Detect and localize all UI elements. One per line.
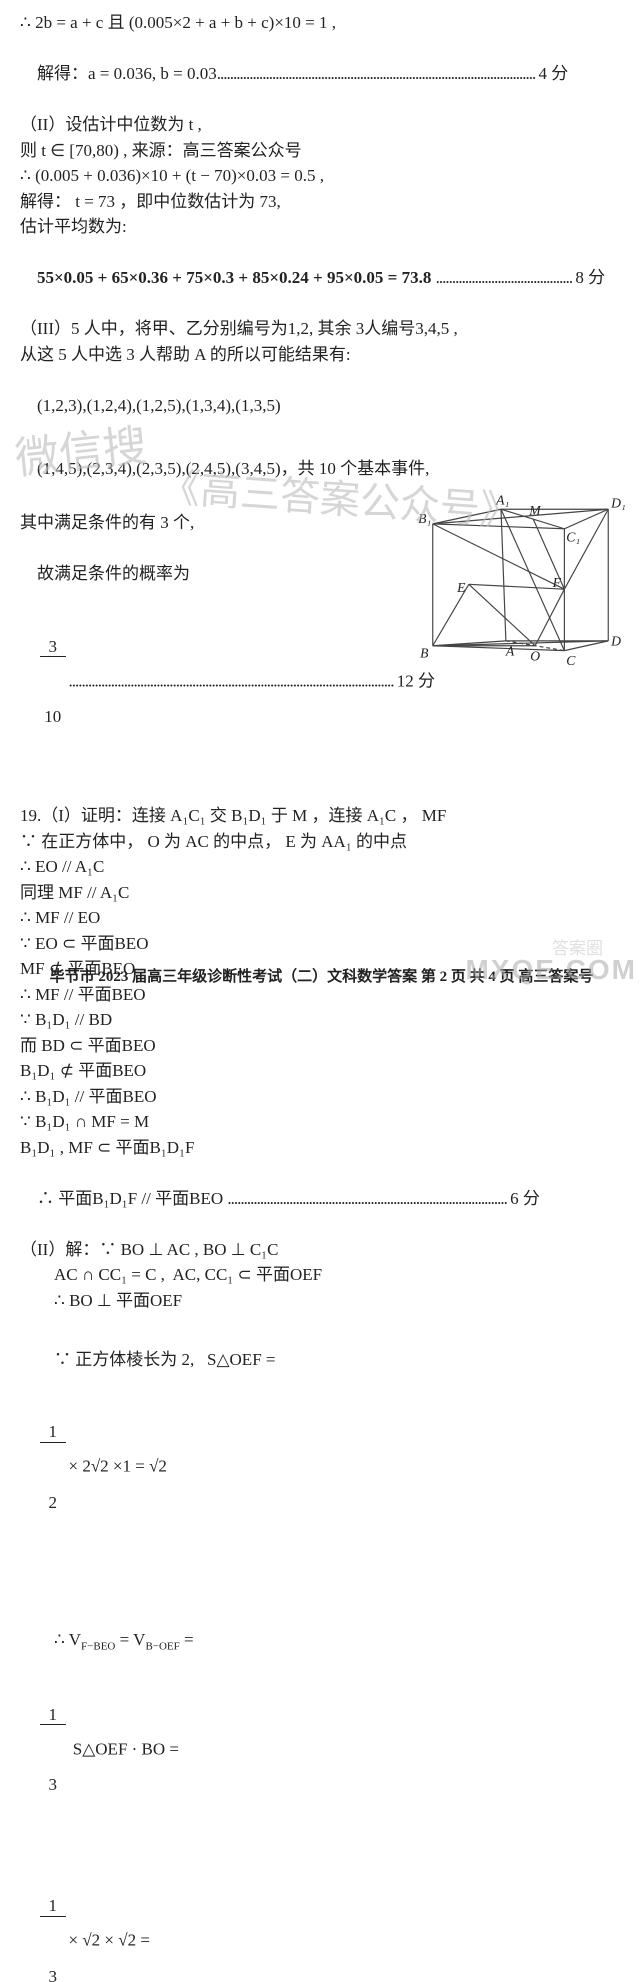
t: (1,2,3),(1,2,4),(1,2,5),(1,3,4),(1,3,5) bbox=[37, 396, 281, 415]
sub: F−BEO bbox=[81, 1640, 115, 1652]
line-23: ∵ B₁D₁ // BD bbox=[20, 1007, 623, 1033]
line-27: ∵ B₁D₁ ∩ MF = M bbox=[20, 1109, 623, 1135]
fraction: 1 2 bbox=[40, 1372, 66, 1563]
num: 3 bbox=[40, 638, 66, 658]
line-33: ∵ 正方体棱长为 2, S△OEF = 1 2 × 2√2 ×1 = √2 bbox=[20, 1321, 623, 1589]
line-17: ∴ EO // A₁C bbox=[20, 854, 623, 880]
line-8: 55×0.05 + 65×0.36 + 75×0.3 + 85×0.24 + 9… bbox=[20, 240, 623, 317]
t: 故满足条件的概率为 bbox=[37, 564, 190, 583]
t: 55×0.05 + 65×0.36 + 75×0.3 + 85×0.24 + 9… bbox=[37, 268, 431, 287]
lbl-F: F bbox=[552, 575, 562, 590]
line-1: ∴ 2b = a + c 且 (0.005×2 + a + b + c)×10 … bbox=[20, 10, 623, 36]
line-7: 估计平均数为: bbox=[20, 214, 623, 240]
lbl-A: A bbox=[505, 644, 515, 659]
lbl-C1: C₁ bbox=[566, 529, 580, 544]
sub: B−OEF bbox=[145, 1640, 179, 1652]
t: × √2 × √2 = bbox=[69, 1931, 150, 1950]
num: 1 bbox=[40, 1897, 66, 1917]
t: = V bbox=[115, 1630, 145, 1649]
line-26: ∴ B₁D₁ // 平面BEO bbox=[20, 1084, 623, 1110]
line-9: （III）5 人中，将甲、乙分别编号为1,2, 其余 3人编号3,4,5 , bbox=[20, 316, 623, 342]
line-3: （II）设估计中位数为 t , bbox=[20, 112, 623, 138]
dots: ........................................… bbox=[69, 671, 397, 690]
line-31: AC ∩ CC₁ = C , AC, CC₁ ⊂ 平面OEF bbox=[20, 1262, 623, 1288]
lbl-B: B bbox=[420, 645, 429, 660]
t: (1,4,5),(2,3,4),(2,3,5),(2,4,5),(3,4,5) bbox=[37, 459, 281, 478]
line-28: B₁D₁ , MF ⊂ 平面B₁D₁F bbox=[20, 1135, 623, 1161]
lbl-O: O bbox=[530, 648, 540, 663]
line-32: ∴ BO ⊥ 平面OEF bbox=[20, 1288, 623, 1314]
den: 2 bbox=[40, 1494, 66, 1513]
lbl-E: E bbox=[456, 580, 466, 595]
lbl-B1: B₁ bbox=[418, 511, 431, 526]
line-4: 则 t ∈ [70,80) , 来源：高三答案公众号 bbox=[20, 138, 623, 164]
num: 1 bbox=[40, 1423, 66, 1443]
lbl-D: D bbox=[610, 634, 621, 649]
lbl-A1: A₁ bbox=[495, 492, 509, 507]
lbl-C: C bbox=[566, 653, 576, 668]
t: ，共 10 个基本事件, bbox=[281, 459, 430, 478]
den: 3 bbox=[40, 1776, 66, 1795]
line-29: ∴ 平面B₁D₁F // 平面BEO .....................… bbox=[20, 1160, 623, 1237]
line-5: ∴ (0.005 + 0.036)×10 + (t − 70)×0.03 = 0… bbox=[20, 163, 623, 189]
t: ∴ V bbox=[54, 1630, 81, 1649]
dots: ........................................… bbox=[227, 1189, 510, 1208]
t: ∵ 正方体棱长为 2, S△OEF = bbox=[54, 1350, 275, 1369]
line-30: （II）解：∵ BO ⊥ AC , BO ⊥ C₁C bbox=[20, 1237, 623, 1263]
dots: ........................................… bbox=[436, 268, 576, 287]
line-15: 19.（I）证明：连接 A₁C₁ 交 B₁D₁ 于 M ，连接 A₁C ， MF bbox=[20, 803, 623, 829]
fraction: 1 3 bbox=[40, 1846, 66, 1982]
den: 3 bbox=[40, 1968, 66, 1982]
t: ∴ 平面B₁D₁F // 平面BEO bbox=[37, 1189, 223, 1208]
line-18: 同理 MF // A₁C bbox=[20, 880, 623, 906]
lbl-D1: D₁ bbox=[610, 495, 626, 510]
den: 10 bbox=[40, 708, 66, 727]
num: 1 bbox=[40, 1706, 66, 1726]
line-2: 解得：a = 0.036, b = 0.03..................… bbox=[20, 36, 623, 113]
line-16: ∵ 在正方体中， O 为 AC 的中点， E 为 AA₁ 的中点 bbox=[20, 829, 623, 855]
watermark-4: MXQE.COM bbox=[465, 949, 637, 991]
score-8: 8 分 bbox=[575, 268, 605, 287]
line-34: ∴ VF−BEO = VB−OEF = 1 3 S△OEF · BO = 1 3… bbox=[20, 1601, 623, 1982]
document-page: 微信搜 《高三答案公众号》 ∴ 2b = a + c 且 (0.005×2 + … bbox=[0, 0, 643, 1982]
line-25: B₁D₁ ⊄ 平面BEO bbox=[20, 1058, 623, 1084]
t: × 2√2 ×1 = √2 bbox=[69, 1457, 167, 1476]
fraction: 3 10 bbox=[40, 587, 66, 778]
dots: ........................................… bbox=[217, 64, 539, 83]
line-10: 从这 5 人中选 3 人帮助 A 的所以可能结果有: bbox=[20, 342, 623, 368]
lbl-M: M bbox=[528, 503, 541, 518]
cube-figure: A₁ B₁ C₁ D₁ M E F A B C D O bbox=[408, 480, 633, 675]
score-4: 4 分 bbox=[538, 64, 568, 83]
t: 解得：a = 0.036, b = 0.03 bbox=[37, 64, 217, 83]
line-6: 解得： t = 73 ，即中位数估计为 73, bbox=[20, 189, 623, 215]
line-19: ∴ MF // EO bbox=[20, 905, 623, 931]
fraction: 1 3 bbox=[40, 1655, 66, 1846]
t: S△OEF · BO = bbox=[69, 1739, 180, 1758]
score-6: 6 分 bbox=[510, 1189, 540, 1208]
line-24: 而 BD ⊂ 平面BEO bbox=[20, 1033, 623, 1059]
t: = bbox=[180, 1630, 194, 1649]
